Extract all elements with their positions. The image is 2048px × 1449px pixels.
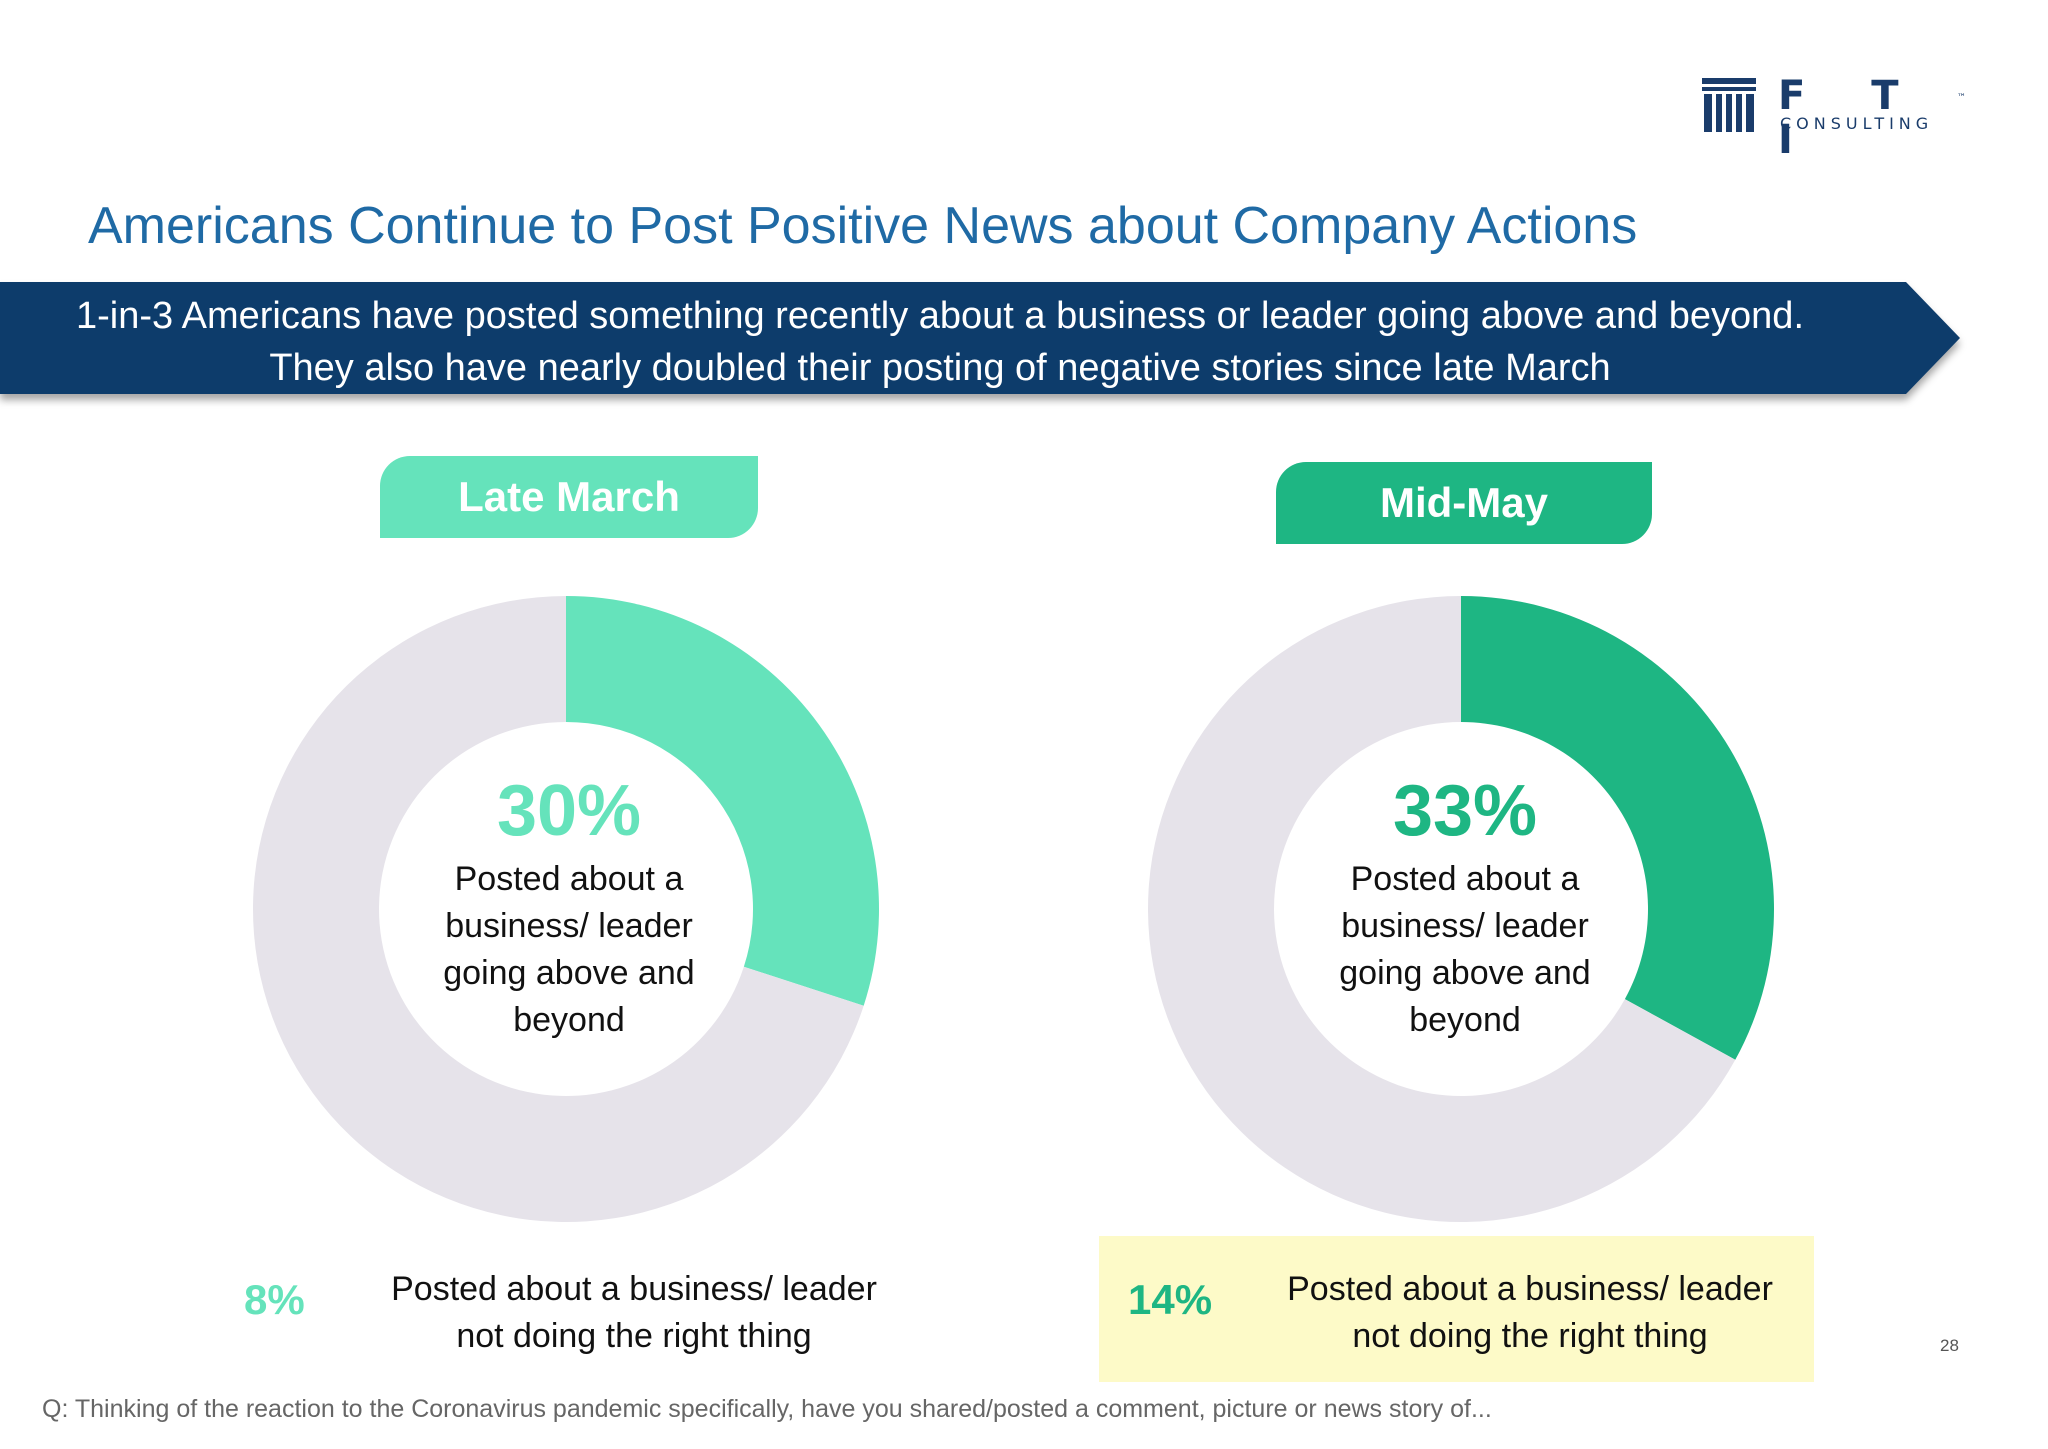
mid-may-center-value: 33% bbox=[1392, 771, 1538, 851]
late-march-center-value: 30% bbox=[496, 771, 642, 851]
mid-may-highlight-box bbox=[1099, 1236, 1814, 1382]
late-march-tab: Late March bbox=[380, 456, 758, 538]
center-label-line: business/ leader bbox=[1341, 907, 1589, 945]
banner-text: 1-in-3 Americans have posted something r… bbox=[0, 290, 1880, 394]
banner-arrow-shape bbox=[0, 282, 1960, 394]
logo-subtitle: CONSULTING bbox=[1780, 114, 1934, 133]
center-label-line: business/ leader bbox=[445, 907, 693, 945]
late-march-negative-value: 8% bbox=[244, 1276, 305, 1323]
center-label-line: beyond bbox=[1409, 1001, 1521, 1039]
survey-question-footnote: Q: Thinking of the reaction to the Coron… bbox=[42, 1395, 1492, 1423]
mid-may-negative-value: 14% bbox=[1128, 1276, 1213, 1323]
banner-line-2: They also have nearly doubled their post… bbox=[269, 347, 1611, 389]
center-label-line: Posted about a bbox=[1350, 860, 1580, 898]
page-title: Americans Continue to Post Positive News… bbox=[88, 197, 1638, 255]
donut-slice-above-and-beyond bbox=[1461, 596, 1774, 1060]
summary-banner: 1-in-3 Americans have posted something r… bbox=[0, 282, 1960, 394]
negative-label-line: not doing the right thing bbox=[1352, 1317, 1708, 1355]
center-label-line: Posted about a bbox=[454, 860, 684, 898]
negative-label-line: Posted about a business/ leader bbox=[391, 1270, 877, 1308]
banner-line-1: 1-in-3 Americans have posted something r… bbox=[76, 295, 1804, 337]
negative-label-line: not doing the right thing bbox=[456, 1317, 812, 1355]
mid-may-negative-label: Posted about a business/ leader not doin… bbox=[1250, 1266, 1810, 1360]
mid-may-center-label: Posted about a business/ leader going ab… bbox=[1285, 856, 1645, 1044]
late-march-center-label: Posted about a business/ leader going ab… bbox=[389, 856, 749, 1044]
mid-may-donut-svg bbox=[1148, 596, 1774, 1222]
fti-building-icon bbox=[1702, 78, 1756, 132]
donut-slice-remainder bbox=[252, 596, 864, 1222]
late-march-negative-label: Posted about a business/ leader not doin… bbox=[354, 1266, 914, 1360]
center-label-line: going above and bbox=[443, 954, 695, 992]
logo-letters: F T I ™ bbox=[1778, 73, 1966, 163]
mid-may-donut-chart bbox=[1146, 594, 1776, 1224]
mid-may-tab: Mid-May bbox=[1276, 462, 1652, 544]
late-march-donut-svg bbox=[252, 596, 879, 1222]
page-number: 28 bbox=[1940, 1336, 1959, 1355]
negative-label-line: Posted about a business/ leader bbox=[1287, 1270, 1773, 1308]
donut-slice-remainder bbox=[1148, 596, 1736, 1222]
center-label-line: going above and bbox=[1339, 954, 1591, 992]
fti-consulting-logo: F T I ™ CONSULTING bbox=[1702, 74, 1966, 162]
center-label-line: beyond bbox=[513, 1001, 625, 1039]
late-march-donut-chart bbox=[251, 594, 881, 1224]
donut-slice-above-and-beyond bbox=[566, 596, 879, 1006]
